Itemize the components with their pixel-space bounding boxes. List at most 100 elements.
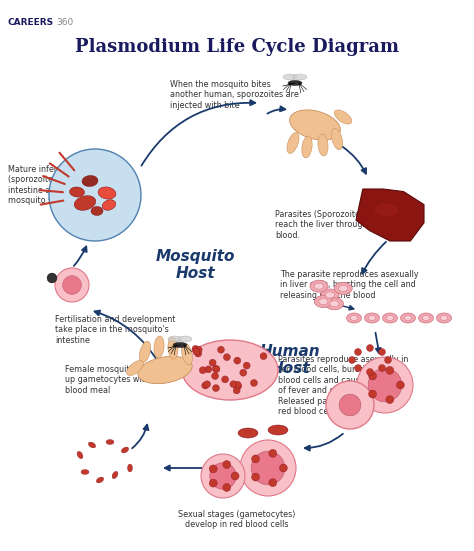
Circle shape [195, 350, 201, 357]
Ellipse shape [138, 356, 192, 383]
Circle shape [209, 465, 217, 473]
Ellipse shape [346, 313, 362, 323]
Text: 360: 360 [56, 18, 73, 27]
Circle shape [199, 367, 206, 374]
Ellipse shape [383, 313, 398, 323]
Circle shape [234, 357, 241, 364]
Ellipse shape [404, 316, 411, 321]
Ellipse shape [139, 341, 151, 363]
Text: Sexual stages (gametocytes)
develop in red blood cells: Sexual stages (gametocytes) develop in r… [178, 510, 296, 530]
Circle shape [384, 356, 392, 364]
Ellipse shape [102, 199, 116, 210]
Ellipse shape [314, 295, 332, 307]
Text: Parasites reproduce asexually in
red blood cells, bursting the red
blood cells a: Parasites reproduce asexually in red blo… [278, 355, 409, 416]
Circle shape [269, 479, 277, 487]
Ellipse shape [401, 313, 416, 323]
Circle shape [269, 450, 277, 457]
Circle shape [234, 381, 241, 388]
Circle shape [260, 353, 267, 360]
Ellipse shape [182, 340, 278, 400]
Ellipse shape [375, 203, 399, 217]
Circle shape [379, 348, 385, 355]
Circle shape [209, 479, 217, 487]
Ellipse shape [350, 316, 357, 321]
Circle shape [210, 463, 236, 489]
Ellipse shape [440, 316, 447, 321]
Ellipse shape [386, 316, 393, 321]
Circle shape [218, 346, 225, 353]
Ellipse shape [290, 110, 340, 140]
Circle shape [339, 394, 361, 416]
Text: The parasite reproduces asexually
in liver cells, bursting the cell and
releasin: The parasite reproduces asexually in liv… [280, 270, 419, 300]
Circle shape [250, 380, 257, 386]
Ellipse shape [330, 301, 339, 307]
Ellipse shape [82, 175, 98, 187]
Ellipse shape [98, 187, 116, 199]
Ellipse shape [334, 110, 352, 124]
Circle shape [230, 381, 237, 388]
Circle shape [205, 366, 212, 373]
Circle shape [195, 346, 202, 353]
Circle shape [355, 348, 362, 355]
Circle shape [209, 359, 216, 366]
Circle shape [366, 344, 374, 352]
Ellipse shape [127, 360, 143, 375]
Ellipse shape [368, 316, 375, 321]
Circle shape [201, 454, 245, 498]
Circle shape [55, 268, 89, 302]
Text: Mosquito
Host: Mosquito Host [155, 249, 235, 281]
Circle shape [223, 354, 230, 361]
Text: Plasmodium Life Cycle Diagram: Plasmodium Life Cycle Diagram [75, 38, 399, 56]
Circle shape [386, 366, 394, 374]
Circle shape [47, 273, 57, 283]
Circle shape [240, 369, 247, 376]
Circle shape [213, 366, 220, 372]
Ellipse shape [91, 207, 103, 215]
Circle shape [212, 385, 219, 392]
Circle shape [396, 381, 404, 389]
Circle shape [379, 365, 385, 371]
Ellipse shape [331, 128, 343, 150]
Ellipse shape [437, 313, 452, 323]
Ellipse shape [293, 74, 307, 80]
Circle shape [252, 473, 260, 481]
Circle shape [357, 357, 413, 413]
Circle shape [233, 387, 240, 394]
Text: CAREERS: CAREERS [8, 18, 54, 27]
Ellipse shape [310, 280, 328, 292]
Text: Female mosquito takes
up gametocytes with
blood meal: Female mosquito takes up gametocytes wit… [65, 365, 159, 395]
Circle shape [368, 368, 402, 402]
Ellipse shape [315, 283, 323, 289]
Ellipse shape [81, 469, 89, 474]
Circle shape [192, 345, 199, 352]
Circle shape [212, 365, 219, 372]
Ellipse shape [168, 336, 182, 342]
Circle shape [279, 464, 287, 472]
Circle shape [243, 362, 250, 369]
Ellipse shape [173, 343, 187, 348]
Ellipse shape [77, 451, 83, 458]
Circle shape [63, 276, 82, 294]
Circle shape [240, 440, 296, 496]
Circle shape [386, 396, 394, 404]
Circle shape [252, 455, 260, 463]
Ellipse shape [268, 425, 288, 435]
Ellipse shape [419, 313, 434, 323]
Circle shape [223, 461, 231, 468]
Ellipse shape [302, 136, 312, 158]
Text: Parasites (Sporozoites)
reach the liver through
blood.: Parasites (Sporozoites) reach the liver … [275, 210, 367, 240]
Ellipse shape [154, 336, 164, 358]
Ellipse shape [178, 336, 192, 342]
Circle shape [251, 451, 285, 485]
Ellipse shape [321, 289, 339, 301]
Ellipse shape [182, 343, 192, 365]
Circle shape [193, 348, 200, 355]
Ellipse shape [283, 74, 297, 80]
Circle shape [235, 383, 242, 390]
Circle shape [204, 381, 210, 388]
Ellipse shape [106, 440, 114, 445]
Ellipse shape [70, 187, 84, 197]
Ellipse shape [287, 133, 299, 154]
Ellipse shape [319, 299, 328, 305]
Ellipse shape [318, 134, 328, 156]
